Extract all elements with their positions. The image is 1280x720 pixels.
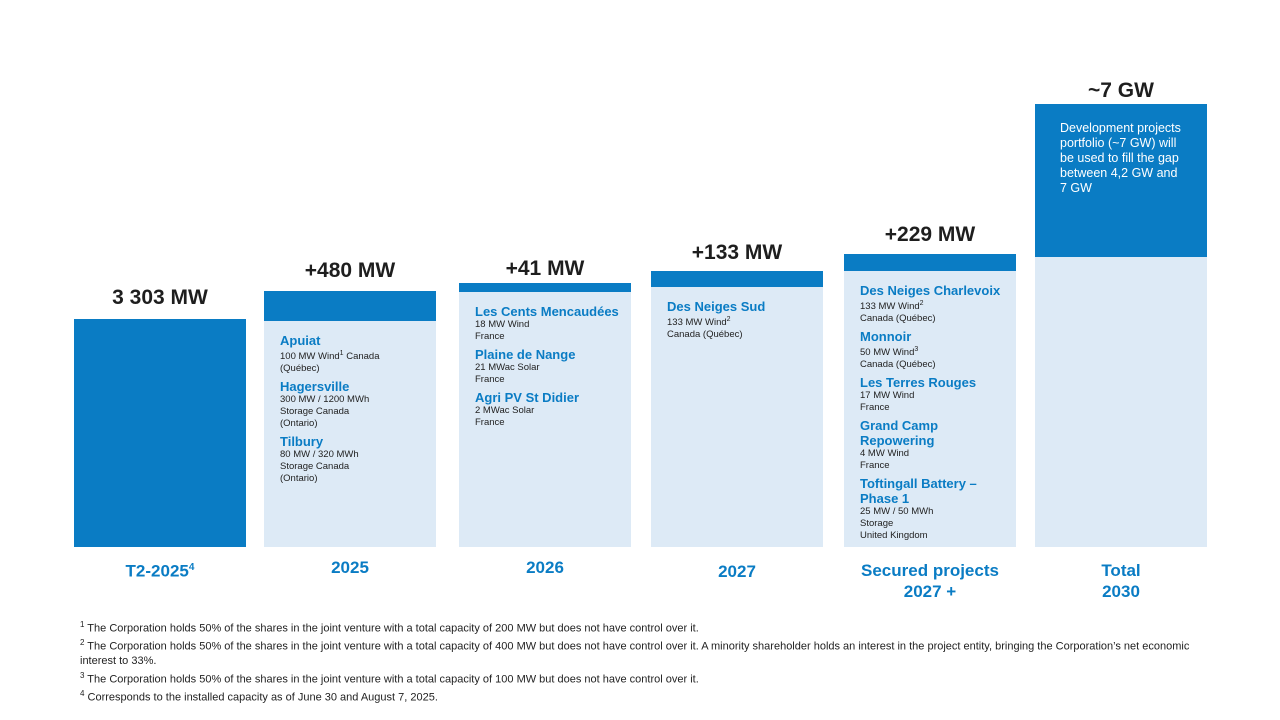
footnote-4: 4 Corresponds to the installed capacity … [80,688,438,704]
footnote-2: 2 The Corporation holds 50% of the share… [80,638,1190,668]
bar-segment-3 [459,283,631,292]
project-name: Hagersville [280,379,350,395]
bar-body-4 [651,287,823,547]
project-name: Agri PV St Didier [475,390,580,405]
project-name: Toftingall Battery – Phase 1 [860,476,977,507]
project-detail: 2 MWac Solar [475,405,535,416]
project-name: Les Terres Rouges [860,375,977,391]
project-detail: 80 MW / 320 MWh [280,449,359,461]
value-label: +133 MW [691,241,783,264]
project-detail: 133 MW Wind2 [860,300,924,313]
project-detail: France [475,374,505,385]
value-label: +41 MW [505,257,585,280]
bar-body-2 [264,321,436,547]
project-name: Apuiat [280,333,321,348]
project-detail: France [475,331,505,342]
project-detail: Canada (Québec) [860,313,936,325]
project-list: Des Neiges Sud 133 MW Wind2 Canada (Québec… [667,295,819,341]
category-label: 2026 [526,558,564,577]
development-note: Development projects portfolio (~7 GW) w… [1060,121,1181,195]
project-detail: Storage Canada [280,461,350,473]
project-detail: Storage Canada [280,406,350,418]
bar-segment-2 [264,291,436,321]
project-detail: (Ontario) [280,418,318,430]
project-detail: 100 MW Wind1 Canada [280,350,380,363]
category-label: T2-20254 [125,561,195,581]
category-label: 2025 [331,558,369,577]
footnotes: 1 The Corporation holds 50% of the share… [80,618,1200,705]
project-name: Des Neiges Charlevoix [860,283,1001,298]
category-label: 2027 [718,562,756,581]
footnote-1: 1 The Corporation holds 50% of the share… [80,620,699,635]
bar-body-5 [844,271,1016,547]
project-detail: United Kingdom [860,530,928,542]
project-list: Les Cents Mencaudées 18 MW Wind France Plai… [475,300,627,429]
project-name: Les Cents Mencaudées [475,304,619,319]
project-name: Des Neiges Sud [667,299,766,314]
project-detail: 17 MW Wind [860,390,915,402]
project-name: Plaine de Nange [475,347,576,362]
project-detail: France [860,460,890,472]
project-detail: 25 MW / 50 MWh [860,506,934,518]
bar-segment-5 [844,254,1016,271]
value-label: ~7 GW [1088,79,1154,102]
footnote-3: 3 The Corporation holds 50% of the share… [80,670,699,686]
bar-body-3 [459,292,631,547]
value-label: +229 MW [884,223,976,246]
project-detail: France [860,402,890,414]
category-label: Secured projects 2027 + [861,561,999,601]
value-label: 3 303 MW [112,286,208,309]
project-name: Grand Camp Repowering [860,418,939,449]
project-detail: (Ontario) [280,473,318,485]
project-detail: Canada (Québec) [860,359,936,371]
project-detail: Storage [860,518,894,530]
project-detail: France [475,417,505,428]
project-detail: 50 MW Wind3 [860,346,919,359]
bar-segment-1 [74,319,246,547]
bar-segment-6 [1035,104,1207,257]
project-list: Des Neiges Charlevoix 133 MW Wind2 Canada … [860,279,1012,542]
project-detail: Canada (Québec) [667,329,743,341]
bar-body-6 [1035,257,1207,547]
project-detail: (Québec) [280,363,320,375]
project-name: Monnoir [860,329,912,345]
category-label: Total 2030 [1101,561,1141,601]
project-detail: 18 MW Wind [475,319,530,330]
project-detail: 133 MW Wind2 [667,316,731,329]
value-label: +480 MW [304,259,396,282]
project-detail: 4 MW Wind [860,448,910,460]
project-list: Apuiat 100 MW Wind1 Canada (Québec) Hagersv… [280,329,432,485]
project-detail: 300 MW / 1200 MWh [280,394,370,406]
project-name: Tilbury [280,434,324,450]
bar-segment-4 [651,271,823,287]
project-detail: 21 MWac Solar [475,362,540,373]
